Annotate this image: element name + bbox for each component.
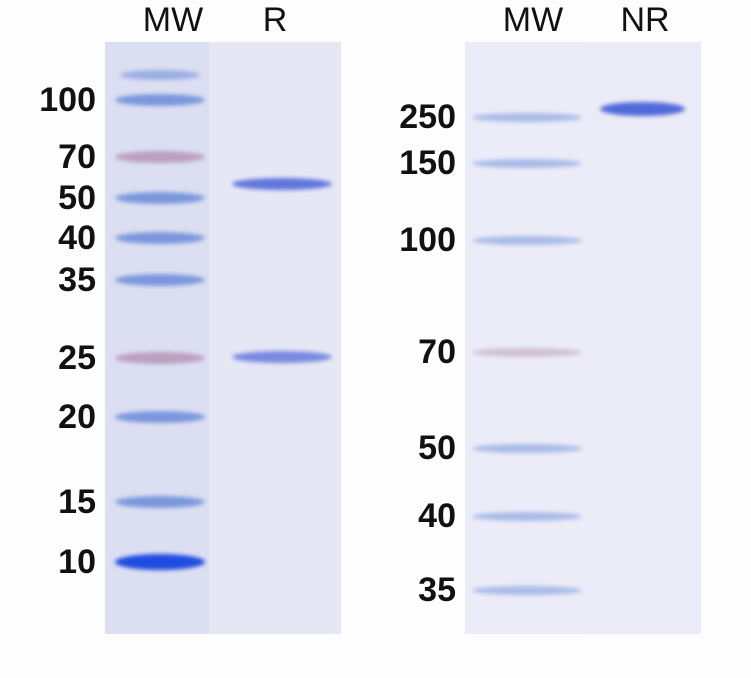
sample-band-250kda (600, 102, 685, 116)
gel-reduced (105, 42, 341, 634)
lane-header-nr: NR (620, 1, 670, 39)
gel-non-reduced (465, 42, 701, 634)
lane-header-mw-right: MW (502, 1, 564, 39)
mw-label-25: 25 (58, 339, 96, 377)
ladder-band-70 (472, 347, 582, 357)
lane-header-r: R (262, 1, 288, 39)
mw-label-70: 70 (418, 333, 456, 371)
sample-band-55kda (232, 178, 332, 190)
ladder-band-top (120, 70, 200, 80)
ladder-band-10 (115, 554, 205, 570)
ladder-band-50 (472, 443, 582, 453)
ladder-band-20 (115, 411, 205, 423)
mw-label-35: 35 (58, 261, 96, 299)
mw-label-35: 35 (418, 571, 456, 609)
ladder-band-40 (472, 511, 582, 521)
ladder-band-35 (115, 274, 205, 286)
mw-label-40: 40 (58, 219, 96, 257)
mw-label-15: 15 (58, 483, 96, 521)
ladder-band-25 (115, 352, 205, 364)
mw-label-40: 40 (418, 497, 456, 535)
ladder-band-40 (115, 232, 205, 244)
ladder-band-150 (472, 158, 582, 168)
mw-label-10: 10 (58, 543, 96, 581)
lane-header-mw-left: MW (142, 1, 204, 39)
ladder-band-100 (472, 235, 582, 245)
ladder-band-250 (472, 112, 582, 122)
mw-label-250: 250 (399, 98, 456, 136)
mw-label-150: 150 (399, 144, 456, 182)
mw-label-50: 50 (58, 179, 96, 217)
ladder-band-35 (472, 585, 582, 595)
sample-band-25kda (232, 351, 332, 363)
mw-label-70: 70 (58, 138, 96, 176)
mw-label-50: 50 (418, 429, 456, 467)
ladder-band-15 (115, 496, 205, 508)
ladder-band-50 (115, 192, 205, 204)
ladder-lane (465, 42, 585, 634)
mw-label-20: 20 (58, 398, 96, 436)
ladder-band-70 (115, 151, 205, 163)
ladder-lane (105, 42, 209, 634)
ladder-band-100 (115, 94, 205, 106)
mw-label-100: 100 (39, 81, 96, 119)
mw-label-100: 100 (399, 221, 456, 259)
